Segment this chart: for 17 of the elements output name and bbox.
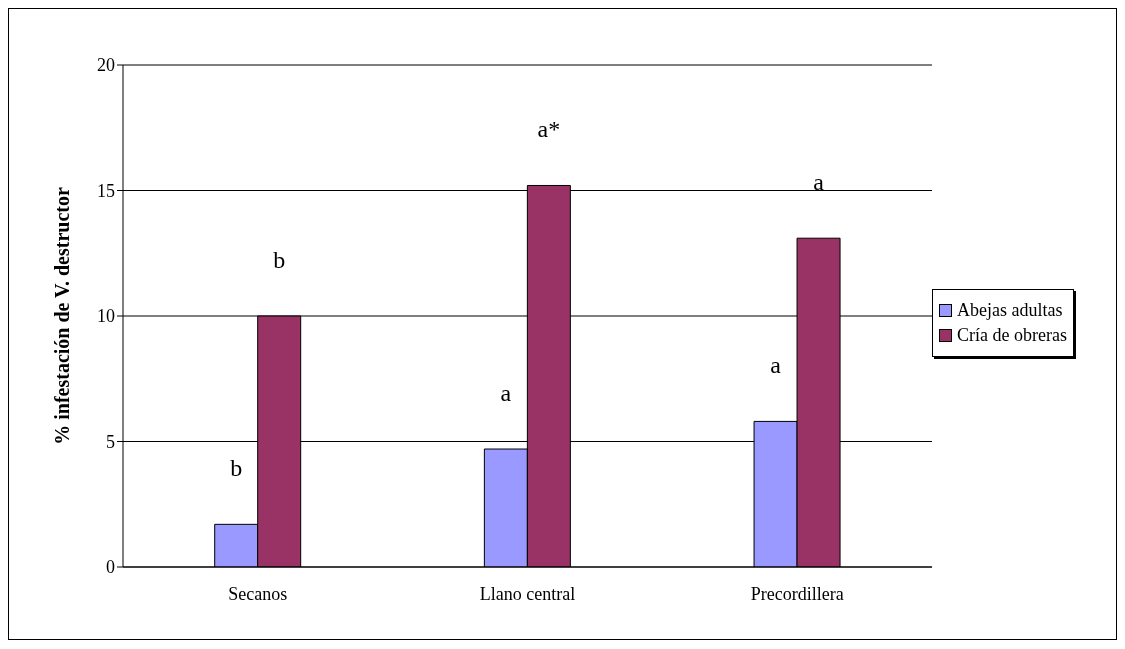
- legend-label: Cría de obreras: [957, 325, 1067, 346]
- annotation: a: [770, 352, 782, 379]
- x-tick-label: Secanos: [228, 583, 288, 604]
- annotation: a*: [537, 116, 561, 143]
- legend-label: Abejas adultas: [957, 300, 1063, 321]
- y-tick-label: 20: [97, 55, 115, 76]
- y-axis-title: % infestación de V. destructor: [51, 187, 74, 445]
- y-tick-label: 5: [106, 431, 115, 452]
- x-tick-label: Precordillera: [750, 583, 844, 604]
- y-tick-label: 10: [97, 306, 115, 327]
- annotation: a: [813, 169, 825, 196]
- y-tick-label: 0: [106, 557, 115, 578]
- annotation: b: [273, 247, 286, 273]
- x-tick-label: Llano central: [479, 583, 576, 604]
- y-tick-label: 15: [97, 180, 115, 201]
- annotation: a: [500, 380, 512, 407]
- annotation: b: [230, 455, 243, 482]
